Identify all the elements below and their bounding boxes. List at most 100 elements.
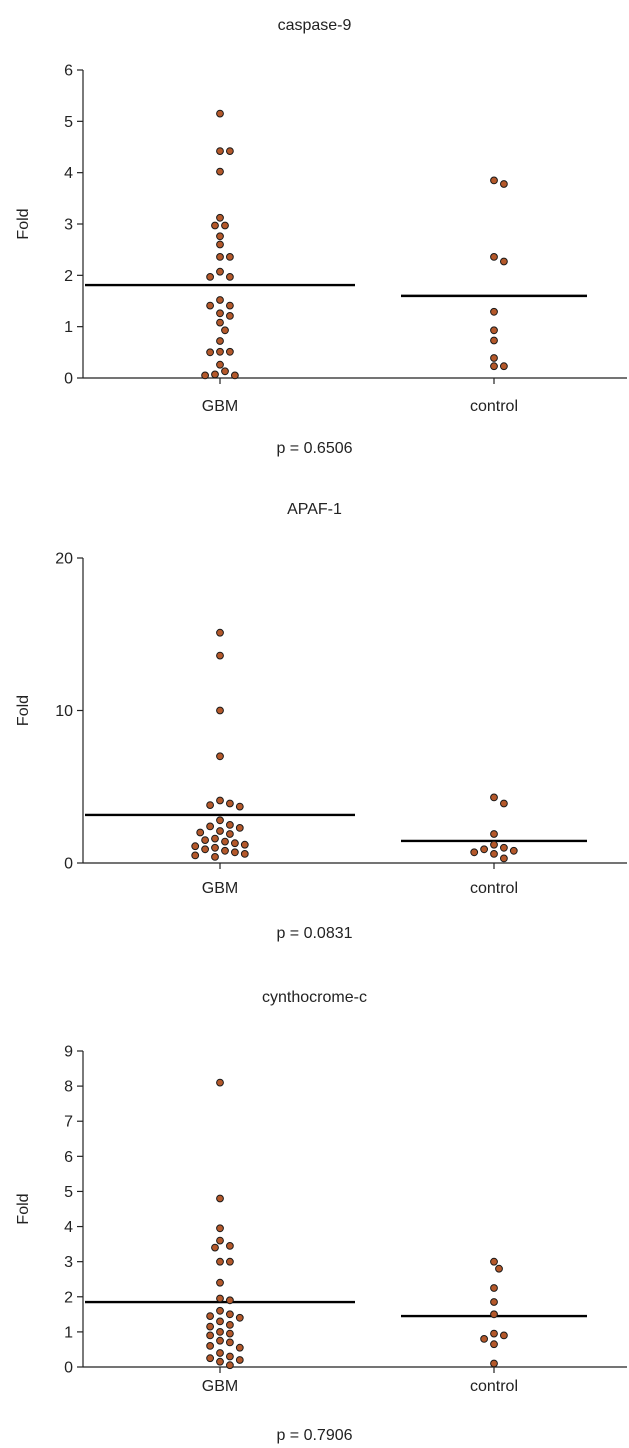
data-point-control xyxy=(490,830,498,838)
data-point-gbm xyxy=(216,628,224,637)
data-point-control xyxy=(509,846,518,855)
data-point-gbm xyxy=(206,1312,215,1321)
data-point-gbm xyxy=(201,371,210,380)
data-point-gbm xyxy=(191,851,200,860)
data-point-gbm xyxy=(211,1243,219,1252)
data-point-control xyxy=(500,362,508,371)
data-point-gbm xyxy=(206,1331,215,1340)
data-point-gbm xyxy=(216,1278,224,1287)
data-point-control xyxy=(490,307,498,316)
p-value-label: p = 0.0831 xyxy=(276,925,352,942)
y-tick-label: 6 xyxy=(64,1149,73,1166)
data-point-control xyxy=(500,854,508,863)
data-point-gbm xyxy=(221,846,229,855)
y-tick-label: 0 xyxy=(64,1360,73,1377)
chart-title: cynthocrome-c xyxy=(262,989,367,1006)
data-point-gbm xyxy=(235,1356,244,1364)
data-point-gbm xyxy=(226,1352,234,1361)
data-point-gbm xyxy=(216,796,224,805)
data-point-gbm xyxy=(240,840,249,849)
data-point-gbm xyxy=(216,1257,224,1266)
data-point-gbm xyxy=(216,1294,224,1303)
data-point-control xyxy=(500,799,508,808)
p-value-label: p = 0.7906 xyxy=(276,1427,352,1444)
chart-panel-apaf-1: APAF-1 Fold 0 10 20 GBM control p = 0.0831 xyxy=(0,480,629,950)
data-point-gbm xyxy=(226,312,234,320)
data-point-gbm xyxy=(221,221,229,230)
data-point-gbm xyxy=(231,839,239,848)
data-point-gbm xyxy=(216,232,224,241)
data-point-control xyxy=(500,180,508,188)
data-point-gbm xyxy=(235,1343,244,1352)
chart-caspase-9: caspase-9 Fold 0 1 2 3 4 5 6 GBM control p = 0.6506 xyxy=(15,17,627,457)
data-point-control xyxy=(490,253,498,261)
data-point-gbm xyxy=(211,853,219,861)
data-point-control xyxy=(470,848,479,857)
data-point-gbm xyxy=(216,1357,224,1366)
data-point-gbm xyxy=(221,326,229,335)
data-point-gbm xyxy=(211,843,219,852)
data-point-gbm xyxy=(196,828,205,837)
x-tick-label-control: control xyxy=(470,398,518,415)
data-point-gbm xyxy=(216,337,224,345)
chart-apaf-1: APAF-1 Fold 0 10 20 GBM control p = 0.0831 xyxy=(15,501,627,942)
x-tick-label-control: control xyxy=(470,880,518,897)
data-point-gbm xyxy=(216,1078,224,1087)
data-point-gbm xyxy=(216,1317,224,1326)
data-point-control xyxy=(490,1329,498,1338)
data-point-gbm xyxy=(216,1336,224,1345)
y-axis-label: Fold xyxy=(15,695,32,726)
data-point-gbm xyxy=(216,1236,224,1245)
data-point-gbm xyxy=(216,267,224,276)
data-point-gbm xyxy=(191,842,200,851)
data-point-gbm xyxy=(221,837,229,846)
data-point-control xyxy=(490,1284,498,1292)
data-point-control xyxy=(490,1310,498,1319)
data-point-gbm xyxy=(216,1306,224,1315)
data-point-gbm xyxy=(226,273,234,281)
data-point-control xyxy=(480,1335,489,1343)
x-tick-label-gbm: GBM xyxy=(202,398,238,415)
data-point-gbm xyxy=(206,801,215,810)
data-point-gbm xyxy=(216,213,224,222)
data-point-gbm xyxy=(216,147,224,156)
data-point-control xyxy=(480,845,489,854)
data-point-gbm xyxy=(221,367,229,376)
data-point-gbm xyxy=(206,273,215,281)
data-point-gbm xyxy=(231,848,239,857)
data-point-control xyxy=(500,843,508,852)
data-point-control xyxy=(490,336,498,345)
data-point-gbm xyxy=(231,371,239,380)
y-axis-label: Fold xyxy=(15,208,32,239)
data-point-control xyxy=(490,326,498,335)
y-tick-label: 3 xyxy=(64,217,73,234)
data-point-gbm xyxy=(216,347,224,356)
data-point-gbm xyxy=(216,109,224,118)
data-point-control xyxy=(500,1331,508,1340)
data-point-gbm xyxy=(216,318,224,327)
data-point-gbm xyxy=(216,1194,224,1203)
y-tick-label: 2 xyxy=(64,268,73,285)
data-point-gbm xyxy=(216,651,224,660)
data-point-gbm xyxy=(226,301,234,310)
data-point-control xyxy=(490,1257,498,1266)
y-tick-label: 8 xyxy=(64,1079,73,1096)
data-point-gbm xyxy=(211,370,219,379)
y-tick-label: 4 xyxy=(64,165,73,182)
data-point-gbm xyxy=(235,802,244,811)
data-point-gbm xyxy=(226,1242,234,1250)
y-tick-label: 20 xyxy=(55,551,73,568)
data-point-gbm xyxy=(226,1257,234,1266)
data-point-gbm xyxy=(226,1310,234,1319)
y-tick-label: 0 xyxy=(64,371,73,388)
data-point-gbm xyxy=(216,253,224,261)
p-value-label: p = 0.6506 xyxy=(276,440,352,457)
data-point-gbm xyxy=(206,348,215,357)
data-point-gbm xyxy=(216,1328,224,1336)
chart-panel-cynthocrome-c: cynthocrome-c Fold 0 1 2 3 4 5 6 7 8 9 GBM control p =… xyxy=(0,960,629,1448)
y-axis-label: Fold xyxy=(15,1193,32,1224)
data-point-gbm xyxy=(216,816,224,825)
data-point-gbm xyxy=(216,360,224,369)
y-tick-label: 1 xyxy=(64,1324,73,1341)
y-tick-label: 5 xyxy=(64,114,73,131)
